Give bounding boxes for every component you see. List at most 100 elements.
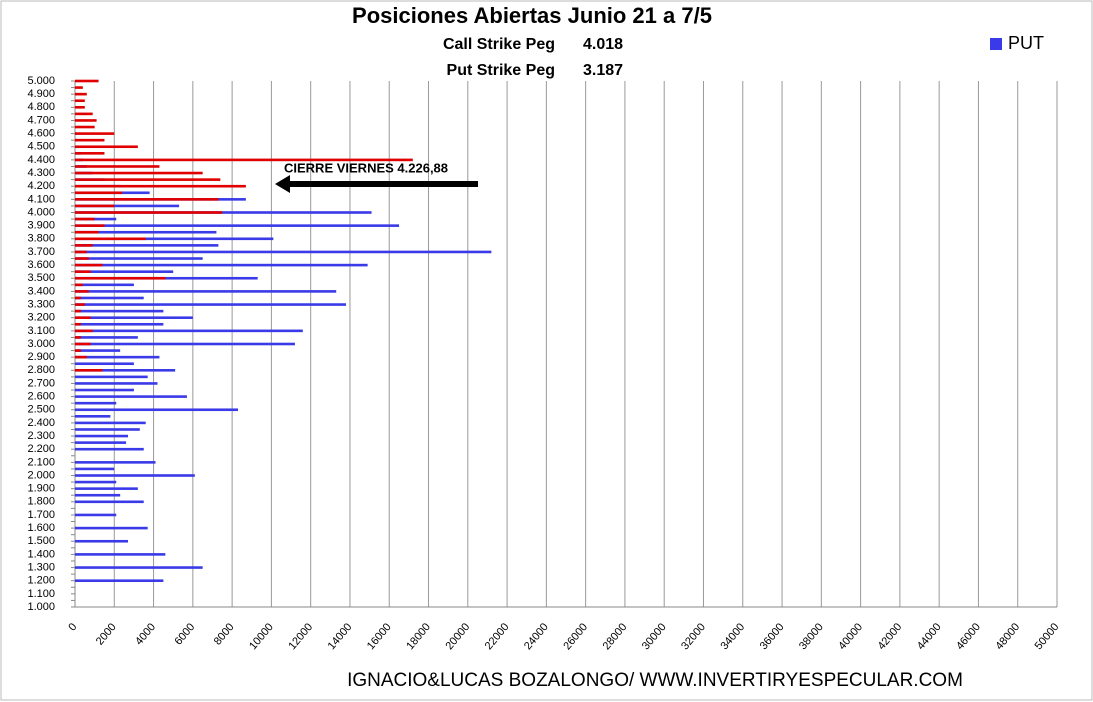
x-tick-label: 12000 <box>286 621 315 652</box>
y-tick-label: 3.700 <box>27 246 55 258</box>
x-tick-label: 0 <box>66 621 79 633</box>
y-tick-label: 4.000 <box>27 206 55 218</box>
bar <box>75 553 166 556</box>
bar <box>75 395 187 398</box>
bar <box>75 263 368 267</box>
bar <box>75 375 148 379</box>
bar <box>75 184 246 188</box>
x-tick-label: 30000 <box>640 621 669 652</box>
bar <box>75 369 176 372</box>
y-tick-label: 3.200 <box>27 312 55 324</box>
y-tick-label: 3.900 <box>27 220 55 232</box>
bar <box>75 211 372 214</box>
bar <box>75 342 91 346</box>
bar <box>75 152 105 155</box>
bar <box>75 250 492 254</box>
x-tick-label: 50000 <box>1033 621 1062 652</box>
bar <box>75 342 295 346</box>
y-tick-label: 1.600 <box>27 522 55 534</box>
x-tick-label: 48000 <box>993 621 1022 652</box>
bar <box>75 112 93 116</box>
x-tick-label: 4000 <box>133 621 158 647</box>
bar <box>75 362 134 366</box>
bar <box>75 296 81 300</box>
y-tick-label: 4.300 <box>27 167 55 179</box>
y-tick-label: 4.100 <box>27 193 55 205</box>
x-tick-label: 16000 <box>365 621 394 652</box>
y-tick-label: 3.500 <box>27 272 55 284</box>
y-tick-label: 4.400 <box>27 154 55 166</box>
bar <box>75 257 89 260</box>
plot: 0 2000 4000 6000 8000 10000 12000 14000 16000 180… <box>27 75 1061 652</box>
bar <box>75 428 140 431</box>
bar <box>75 132 115 135</box>
y-tick-label: 4.600 <box>27 128 55 140</box>
y-tick-label: 2.700 <box>27 377 55 389</box>
y-tick-label: 1.500 <box>27 535 55 547</box>
bar <box>75 487 138 490</box>
bar <box>75 447 144 451</box>
chart-title: Posiciones Abiertas Junio 21 a 7/5 <box>352 3 712 28</box>
bar <box>75 92 87 96</box>
bar <box>75 125 95 129</box>
y-tick-label: 4.700 <box>27 114 55 126</box>
y-tick-label: 4.800 <box>27 101 55 113</box>
bar <box>75 421 146 425</box>
bar <box>75 349 121 352</box>
bar <box>75 230 99 234</box>
bar <box>75 329 93 333</box>
bar <box>75 270 91 273</box>
y-tick-label: 1.400 <box>27 548 55 560</box>
bar <box>75 408 239 412</box>
legend-label: PUT <box>1008 33 1044 53</box>
x-tick-label: 42000 <box>876 621 905 652</box>
footer: IGNACIO&LUCAS BOZALONGO/ WWW.INVERTIRYES… <box>347 670 963 691</box>
y-tick-label: 2.500 <box>27 404 55 416</box>
y-tick-label: 2.100 <box>27 456 55 468</box>
put-peg-label: Put Strike Peg <box>447 62 555 79</box>
bar <box>75 217 117 221</box>
bar <box>75 388 134 392</box>
y-tick-label: 3.400 <box>27 285 55 297</box>
y-tick-label: 3.000 <box>27 338 55 350</box>
y-tick-label: 5.000 <box>27 75 55 87</box>
x-tick-label: 20000 <box>443 621 472 652</box>
bar <box>75 493 121 497</box>
y-tick-label: 1.000 <box>27 601 55 613</box>
bar <box>75 290 337 293</box>
bar <box>75 467 115 471</box>
bar <box>75 309 164 313</box>
bar <box>75 336 138 339</box>
bar <box>75 145 138 149</box>
bar <box>75 204 115 208</box>
x-tick-label: 14000 <box>326 621 355 652</box>
put-peg-value: 3.187 <box>583 62 623 79</box>
bar <box>75 480 117 484</box>
bar <box>75 217 95 221</box>
y-tick-label: 2.800 <box>27 364 55 376</box>
x-tick-label: 36000 <box>758 621 787 652</box>
bar <box>75 355 160 359</box>
bar <box>75 303 85 306</box>
bar <box>75 263 103 267</box>
y-tick-label: 1.100 <box>27 588 55 600</box>
x-tick-label: 24000 <box>522 621 551 652</box>
y-tick-label: 4.500 <box>27 141 55 153</box>
bar <box>75 322 164 326</box>
x-tick-label: 6000 <box>172 621 197 647</box>
bar <box>75 349 81 352</box>
bar <box>75 244 93 247</box>
bar <box>75 369 103 372</box>
bar <box>75 434 129 438</box>
x-tick-label: 40000 <box>836 621 865 652</box>
bar <box>75 138 105 142</box>
x-tick-label: 18000 <box>404 621 433 652</box>
bar <box>75 526 148 530</box>
x-tick-label: 10000 <box>247 621 276 652</box>
bar <box>75 276 258 280</box>
y-tick-label: 2.600 <box>27 391 55 403</box>
y-tick-label: 2.200 <box>27 443 55 455</box>
bar <box>75 461 156 464</box>
bar <box>75 158 413 162</box>
